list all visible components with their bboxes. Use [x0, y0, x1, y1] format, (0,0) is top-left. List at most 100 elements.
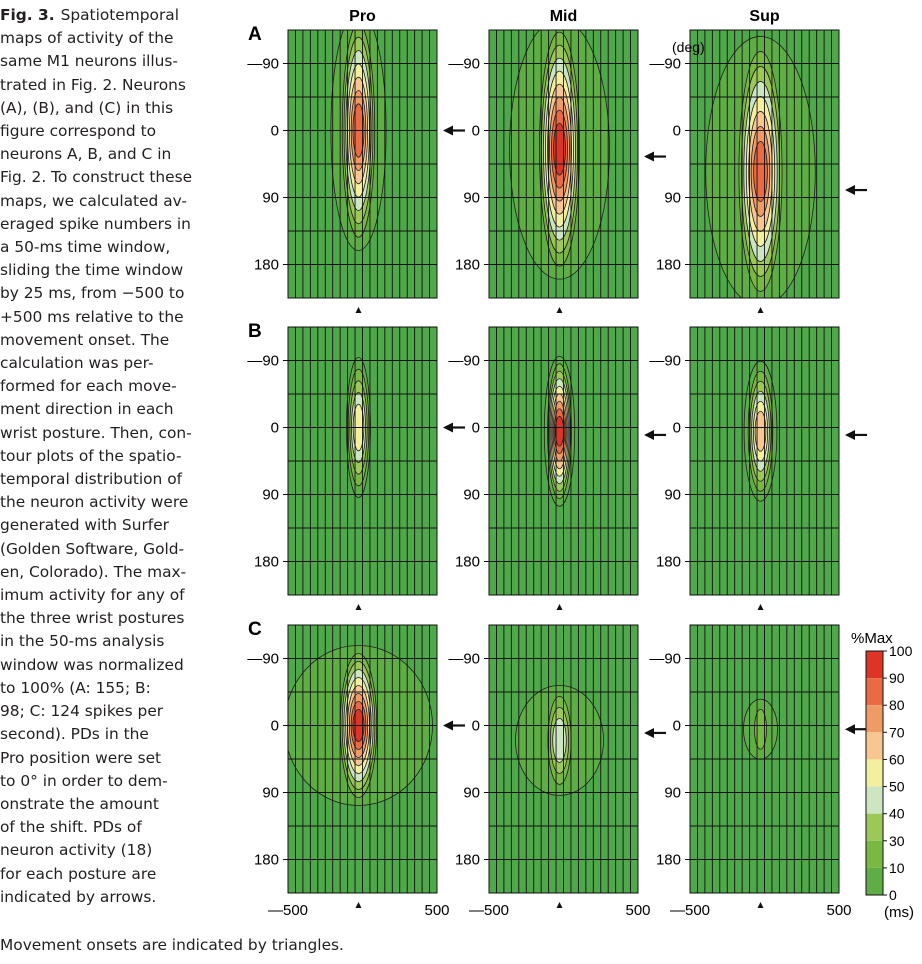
movement-onset-triangle	[556, 307, 563, 313]
colorbar-tick-label: 40	[889, 806, 905, 822]
caption-line: movement onset. The	[0, 330, 170, 349]
pd-arrow-head	[443, 422, 453, 433]
y-tick-label: 180	[455, 257, 480, 274]
panel-B-Sup: —90 0 90 180	[649, 326, 867, 610]
y-tick-label: —90	[649, 56, 681, 73]
pd-arrow-head	[644, 727, 654, 738]
y-tick-label: 90	[664, 487, 681, 504]
caption-line: calculation was per-	[0, 354, 154, 373]
panel-grid	[488, 624, 639, 894]
y-tick-label: 180	[455, 554, 480, 571]
y-tick-label: —90	[448, 353, 480, 370]
panel-frame	[488, 29, 639, 299]
caption-line: neuron activity (18)	[0, 841, 153, 860]
panel-grid	[287, 326, 438, 596]
caption-line: Fig. 2. To construct these	[0, 168, 193, 187]
caption-line: formed for each move-	[0, 377, 177, 396]
x-unit-label: (ms)	[884, 904, 914, 921]
colorbar-swatch	[866, 678, 883, 706]
colorbar-swatch	[866, 786, 883, 814]
y-tick-label: 180	[656, 257, 681, 274]
colorbar-tick-label: 30	[889, 833, 905, 849]
panel-grid	[488, 29, 639, 299]
y-tick-label: 90	[463, 487, 480, 504]
caption-line: for each posture are	[0, 864, 157, 883]
pd-arrow-head	[845, 724, 855, 735]
colorbar-tick-label: 80	[889, 697, 905, 713]
y-tick-label: 90	[262, 785, 279, 802]
y-tick-label: —90	[448, 651, 480, 668]
y-tick-label: 0	[472, 420, 480, 437]
caption-line: 98; C: 124 spikes per	[0, 702, 164, 721]
panel-grid	[287, 624, 438, 894]
colorbar-swatch	[866, 732, 883, 760]
y-tick-label: 180	[656, 852, 681, 869]
panel-frame	[287, 326, 438, 596]
pd-arrow-head	[845, 185, 855, 196]
colorbar-tick-label: 60	[889, 751, 905, 767]
x-tick-label: —500	[469, 902, 509, 919]
caption-line: to 0° in order to dem-	[0, 771, 168, 790]
panel-A-Pro: —90 0 90 180	[247, 29, 465, 313]
figure-caption-tail: Movement onsets are indicated by triangl…	[0, 936, 344, 954]
caption-line: by 25 ms, from −500 to	[0, 284, 185, 303]
caption-line: +500 ms relative to the	[0, 307, 184, 326]
caption-line: en, Colorado). The max-	[0, 562, 187, 581]
panel-frame	[689, 326, 840, 596]
panel-grid	[689, 326, 840, 596]
colorbar-swatch	[866, 651, 883, 679]
panel-grid	[689, 29, 840, 299]
y-tick-label: 0	[271, 420, 279, 437]
movement-onset-triangle	[757, 307, 764, 313]
pd-arrow-head	[845, 429, 855, 440]
movement-onset-triangle	[757, 604, 764, 610]
activity-contours	[705, 36, 816, 298]
caption-line: onstrate the amount	[0, 794, 159, 813]
y-tick-label: 180	[254, 852, 279, 869]
colorbar-swatch	[866, 705, 883, 733]
contour-level-4	[552, 717, 567, 763]
y-tick-label: 0	[472, 718, 480, 735]
x-tick-label: 500	[826, 902, 851, 919]
contour-level-6	[754, 410, 767, 452]
y-tick-label: 90	[463, 190, 480, 207]
panel-frame	[488, 326, 639, 596]
colorbar-swatch	[866, 840, 883, 868]
activity-contours	[509, 30, 610, 280]
caption-line: of the shift. PDs of	[0, 818, 142, 837]
activity-contours	[743, 360, 778, 502]
caption-line: tour plots of the spatio-	[0, 446, 182, 465]
y-tick-label: 0	[472, 123, 480, 140]
y-tick-label: —90	[247, 56, 279, 73]
caption-line: (A), (B), and (C) in this	[0, 98, 174, 117]
movement-onset-triangle	[355, 604, 362, 610]
caption-line: in the 50-ms analysis	[0, 632, 165, 651]
colorbar-tick-label: 50	[889, 779, 905, 795]
caption-line: the three wrist postures	[0, 609, 185, 628]
panel-frame	[689, 624, 840, 894]
caption-line: to 100% (A: 155; B:	[0, 678, 151, 697]
y-unit-label: (deg)	[672, 39, 705, 55]
panel-A-Mid: —90 0 90 180	[448, 29, 666, 313]
y-tick-label: 90	[262, 487, 279, 504]
colorbar-tick-label: 100	[889, 643, 913, 659]
caption-line: second). PDs in the	[0, 725, 149, 744]
y-tick-label: —90	[649, 353, 681, 370]
panel-frame	[689, 29, 840, 299]
x-tick-label: 500	[625, 902, 650, 919]
y-tick-label: 180	[656, 554, 681, 571]
caption-line: window was normalized	[0, 655, 184, 674]
caption-line: Fig. 3. Spatiotemporal	[0, 4, 221, 27]
panel-C-Pro: —90 0 90 180	[247, 624, 465, 908]
movement-onset-triangle	[556, 902, 563, 908]
x-tick-label: —500	[670, 902, 710, 919]
y-tick-label: 90	[664, 190, 681, 207]
caption-line: sliding the time window	[0, 261, 184, 280]
caption-fig-label: Fig. 3.	[0, 6, 55, 24]
y-tick-label: —90	[247, 353, 279, 370]
y-tick-label: 180	[455, 852, 480, 869]
caption-line-text: Spatiotemporal	[60, 6, 179, 24]
panel-C-Sup: —90 0 90 180	[649, 624, 867, 908]
